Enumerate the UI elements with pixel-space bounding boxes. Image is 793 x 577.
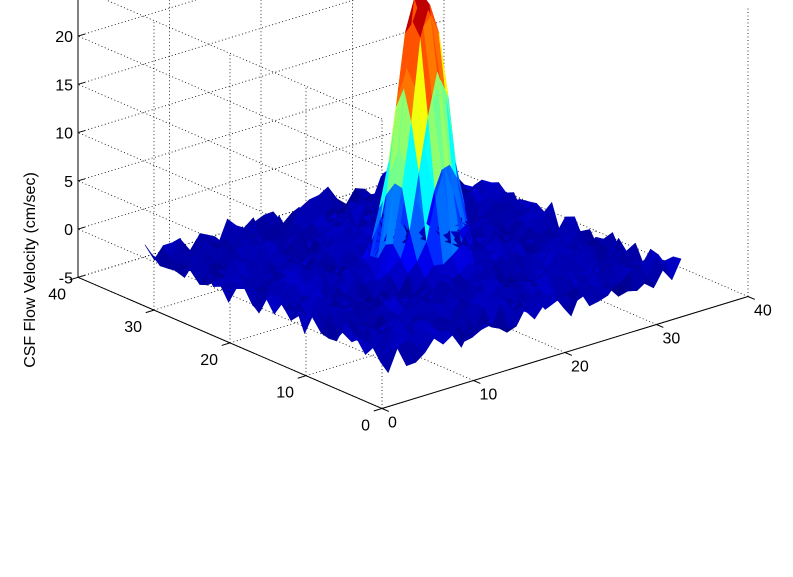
tick-mark xyxy=(221,342,231,346)
z-tick-label: 10 xyxy=(55,126,73,143)
tick-mark xyxy=(77,81,86,85)
grid-line xyxy=(77,0,198,37)
x-tick-label: 20 xyxy=(571,359,589,376)
tick-mark xyxy=(473,380,481,384)
tick-mark xyxy=(145,309,155,314)
tick-mark xyxy=(77,33,86,37)
surface-cell xyxy=(663,256,682,281)
z-tick-label: -5 xyxy=(59,270,73,287)
tick-mark xyxy=(381,408,390,412)
axes-frame xyxy=(69,0,756,412)
tick-mark xyxy=(77,178,86,182)
x-tick-label: 40 xyxy=(754,303,772,320)
x-tick-label: 0 xyxy=(388,415,397,432)
tick-mark xyxy=(77,226,86,230)
z-tick-label: 0 xyxy=(64,222,73,239)
tick-mark xyxy=(297,375,307,379)
surface-plot xyxy=(144,0,682,373)
y-tick-label: 40 xyxy=(48,286,66,303)
tick-mark xyxy=(747,296,756,300)
x-tick-label: 10 xyxy=(480,387,498,404)
grid-line xyxy=(77,68,445,182)
z-axis-label: CSF Flow Velocity (cm/sec) xyxy=(22,172,39,368)
grid-line xyxy=(77,116,445,230)
tick-mark xyxy=(656,324,664,328)
x-tick-label: 30 xyxy=(663,331,681,348)
y-tick-label: 0 xyxy=(361,418,370,435)
y-tick-label: 30 xyxy=(124,319,142,336)
z-tick-label: 20 xyxy=(55,29,73,46)
y-tick-label: 20 xyxy=(200,352,218,369)
grid-line xyxy=(77,0,355,85)
tick-mark xyxy=(77,130,86,134)
z-tick-label: 5 xyxy=(64,174,73,191)
tick-mark xyxy=(69,276,79,281)
tick-mark xyxy=(373,408,383,412)
z-tick-label: 15 xyxy=(55,77,73,94)
grid-line xyxy=(77,20,445,133)
tick-mark xyxy=(564,352,573,356)
y-tick-label: 10 xyxy=(276,385,294,402)
tick-mark xyxy=(77,274,86,278)
